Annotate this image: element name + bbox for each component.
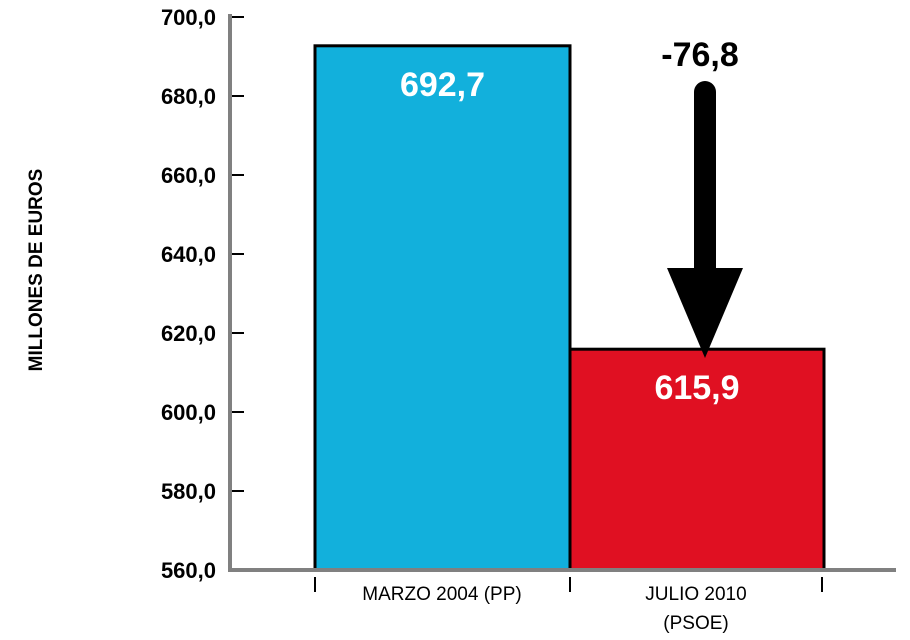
x-tick-label: MARZO 2004 (PP) (362, 584, 521, 605)
y-tick-label: 680,0 (161, 84, 216, 109)
x-tick-label: JULIO 2010 (645, 584, 746, 605)
y-tick-label: 660,0 (161, 163, 216, 188)
y-tick-label: 620,0 (161, 321, 216, 346)
y-tick-label: 600,0 (161, 400, 216, 425)
x-tick-label: (PSOE) (663, 613, 728, 634)
y-tick-label: 700,0 (161, 5, 216, 30)
down-arrow-icon (667, 81, 743, 358)
difference-label: -76,8 (661, 36, 739, 74)
y-axis-label: MILLONES DE EUROS (26, 169, 47, 372)
bar-value-label: 615,9 (654, 369, 739, 407)
y-tick-label: 580,0 (161, 479, 216, 504)
y-tick-label: 560,0 (161, 558, 216, 583)
y-tick-label: 640,0 (161, 242, 216, 267)
bar (313, 44, 572, 572)
bar-value-label: 692,7 (400, 66, 485, 104)
